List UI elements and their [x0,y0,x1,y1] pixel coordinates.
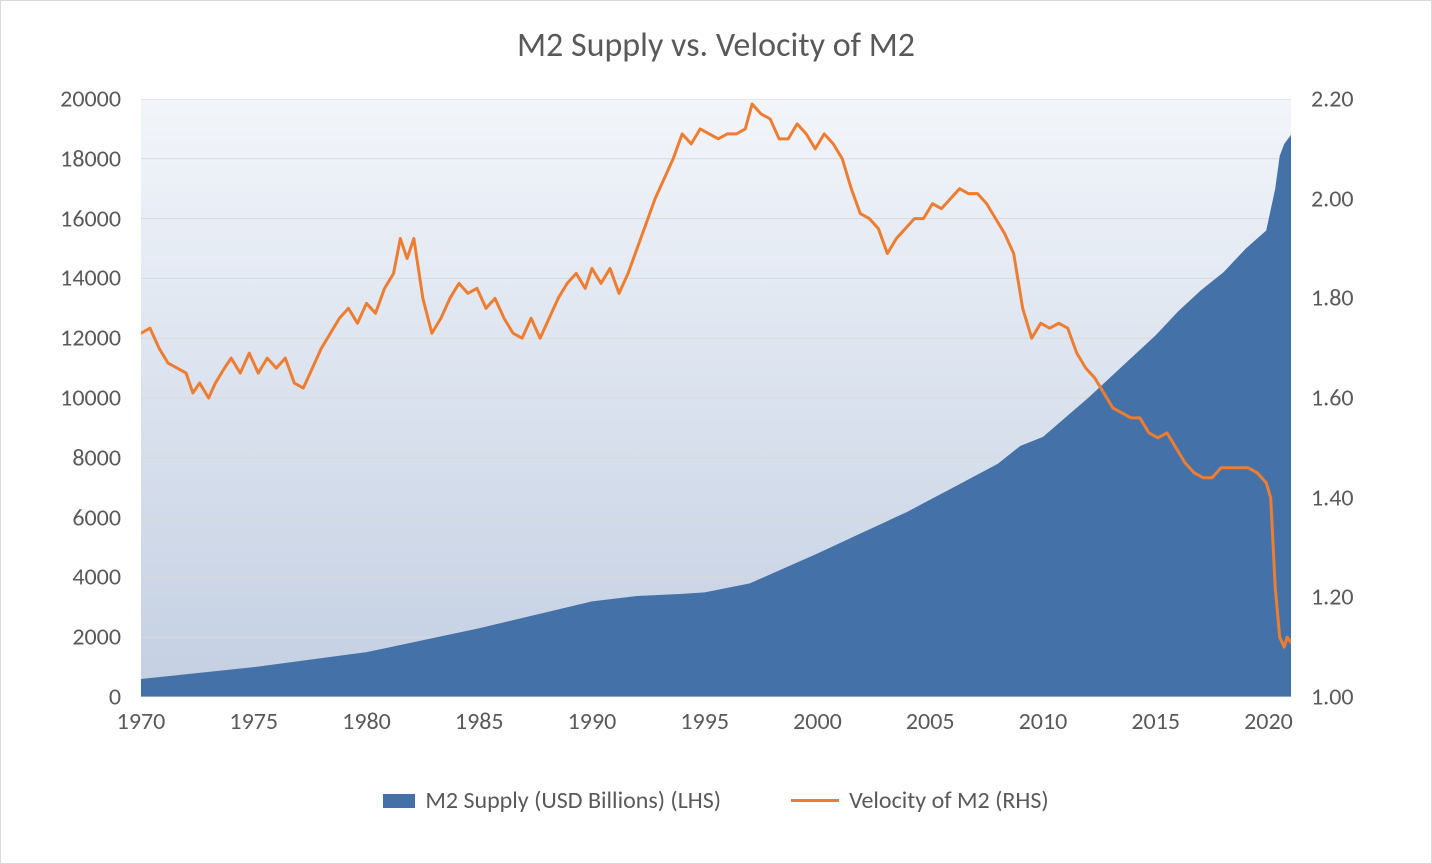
x-tick-label: 2010 [1019,707,1068,736]
y-left-tick-label: 14000 [60,264,121,293]
x-tick-label: 1995 [680,707,729,736]
y-left-tick-label: 10000 [60,384,121,413]
x-tick-label: 2015 [1131,707,1180,736]
legend-label-area: M2 Supply (USD Billions) (LHS) [425,786,721,815]
y-left-axis-labels: 0200040006000800010000120001400016000180… [1,99,131,697]
y-left-tick-label: 16000 [60,204,121,233]
legend-swatch-line [791,799,839,802]
x-tick-label: 1970 [117,707,166,736]
y-right-tick-label: 1.00 [1311,683,1354,712]
chart-title: M2 Supply vs. Velocity of M2 [1,25,1431,66]
chart-svg [141,99,1291,697]
y-left-tick-label: 2000 [72,623,121,652]
y-left-tick-label: 20000 [60,85,121,114]
legend-item-line: Velocity of M2 (RHS) [791,786,1049,815]
y-right-axis-labels: 1.001.201.401.601.802.002.20 [1301,99,1421,697]
y-right-tick-label: 1.20 [1311,583,1354,612]
legend-item-area: M2 Supply (USD Billions) (LHS) [383,786,721,815]
x-tick-label: 1985 [455,707,504,736]
legend-label-line: Velocity of M2 (RHS) [849,786,1049,815]
legend-swatch-area [383,794,415,808]
x-tick-label: 2020 [1244,707,1293,736]
plot-area [141,99,1291,697]
y-right-tick-label: 1.80 [1311,284,1354,313]
x-tick-label: 1990 [568,707,617,736]
legend: M2 Supply (USD Billions) (LHS) Velocity … [1,786,1431,815]
y-right-tick-label: 1.60 [1311,384,1354,413]
y-right-tick-label: 1.40 [1311,483,1354,512]
y-left-tick-label: 8000 [72,443,121,472]
y-left-tick-label: 12000 [60,324,121,353]
chart-frame: M2 Supply vs. Velocity of M2 02000400060… [0,0,1432,864]
y-right-tick-label: 2.00 [1311,184,1354,213]
y-right-tick-label: 2.20 [1311,85,1354,114]
y-left-tick-label: 4000 [72,563,121,592]
x-tick-label: 1975 [229,707,278,736]
y-left-tick-label: 6000 [72,503,121,532]
x-tick-label: 2005 [906,707,955,736]
y-left-tick-label: 18000 [60,144,121,173]
x-tick-label: 1980 [342,707,391,736]
x-tick-label: 2000 [793,707,842,736]
